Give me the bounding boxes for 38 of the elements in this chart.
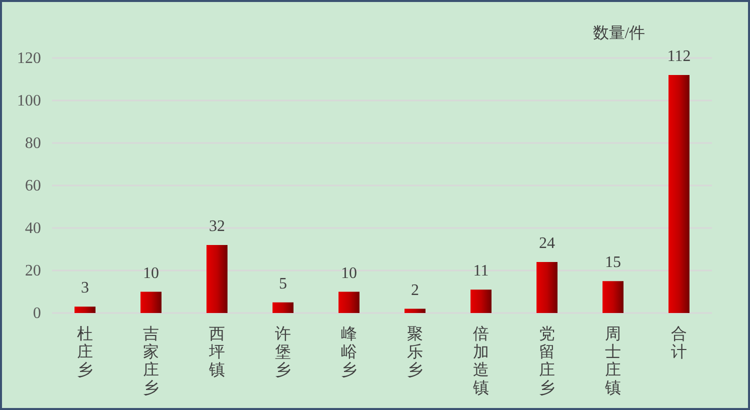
data-label: 11 [473,262,489,280]
x-tick-label: 党留庄乡 [539,325,555,397]
bar [338,292,360,313]
y-axis-title: 数量/件 [592,25,646,42]
y-tick-label: 80 [25,135,41,152]
data-label: 3 [81,280,89,297]
data-label: 10 [341,264,357,282]
data-label: 15 [605,254,621,272]
data-label: 32 [209,218,225,235]
bar [668,75,690,313]
bar [74,306,96,313]
x-tick-label: 周士庄镇 [604,326,621,397]
bar [206,245,228,313]
x-tick-label: 吉家庄乡 [143,325,159,397]
bar [272,302,294,313]
bar [140,292,162,313]
bar [404,308,426,313]
y-tick-label: 100 [17,92,41,110]
bar [470,290,492,313]
x-tick-label: 倍加造镇 [472,325,489,397]
x-tick-label: 杜庄乡 [77,325,93,379]
x-tick-label: 西坪镇 [208,326,225,379]
y-tick-label: 0 [33,305,41,322]
data-label: 24 [539,235,555,252]
x-tick-label: 合计 [671,325,687,361]
data-label: 5 [279,275,287,292]
y-tick-label: 20 [25,262,41,280]
y-tick-label: 40 [25,220,41,237]
bar [602,281,624,313]
data-label: 10 [143,264,159,282]
data-label: 2 [411,282,419,299]
y-tick-label: 120 [17,50,41,67]
data-label: 112 [667,48,691,65]
y-tick-label: 60 [25,178,41,194]
x-tick-label: 许堡乡 [275,325,291,379]
bar [536,262,558,313]
x-tick-label: 峰峪乡 [341,326,357,379]
x-tick-label: 聚乐乡 [407,326,423,379]
